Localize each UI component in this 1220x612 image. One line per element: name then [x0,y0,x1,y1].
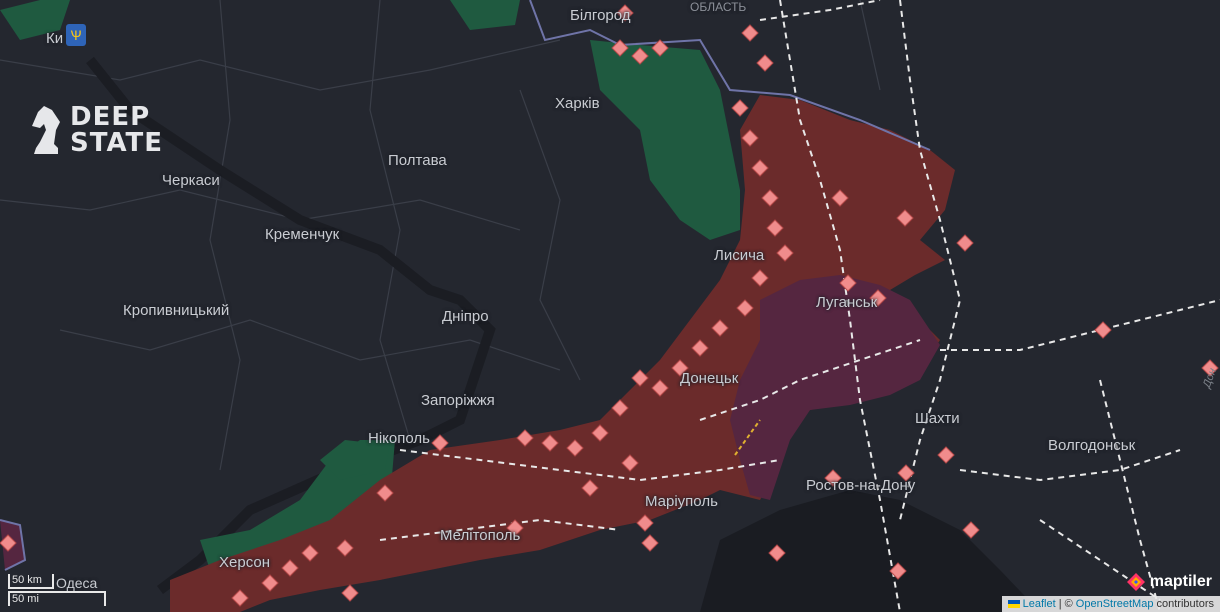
scale-km: 50 km [8,574,54,589]
city-label-odesa: Одеса [56,575,98,591]
city-label-kharkiv: Харків [555,95,600,112]
liberated-area-north [0,0,70,40]
railway-lines [379,0,1220,612]
logo-text-line1: DEEP [70,102,151,132]
trident-icon: Ѱ [66,24,86,46]
city-label-zaporizhzhia: Запоріжжя [421,392,495,409]
attribution-contrib: contributors [1156,598,1214,610]
city-label-shakhty: Шахти [915,410,960,427]
maptiler-logo-icon [1126,573,1145,591]
city-label-lysychansk: Лисича [714,247,765,264]
city-label-poltava: Полтава [388,152,447,169]
city-label-kherson: Херсон [219,554,270,571]
city-label-volgodonsk: Волгодонськ [1048,437,1136,454]
city-label-kyiv: Ки [46,30,64,47]
map-attribution: Leaflet | © OpenStreetMap contributors [1001,596,1220,612]
city-label-cherkasy: Черкаси [162,172,220,189]
occupied-since-2014 [730,275,940,500]
city-label-kropyvnytskyi: Кропивницький [123,302,230,319]
city-label-nikopol: Нікополь [368,430,430,447]
attribution-sep: | © [1058,598,1073,610]
leaflet-link[interactable]: Leaflet [1022,598,1056,610]
scale-mi: 50 mi [8,591,106,606]
city-label-bilgorod: Білгород [570,7,631,24]
city-label-luhansk: Луганськ [816,294,878,311]
maptiler-label: maptiler [1149,573,1212,590]
city-label-melitopol: Мелітополь [440,527,521,544]
liberated-area-kharkiv [590,40,740,240]
city-label-dnipro: Дніпро [442,308,489,325]
azov-sea [700,490,1040,612]
combat-markers[interactable] [0,4,1219,607]
maptiler-logo[interactable]: maptiler [1126,572,1212,592]
logo-text-line2: STATE [70,128,164,158]
city-label-mariupol: Маріуполь [645,493,718,510]
city-label-donetsk: Донецьк [680,370,739,387]
osm-link[interactable]: OpenStreetMap [1075,598,1154,610]
region-label-oblast: ОБЛАСТЬ [690,0,747,14]
deepstate-logo[interactable]: DEEP STATE [30,104,163,156]
knight-icon [32,106,60,154]
city-label-rostov: Ростов-на-Дону [806,477,916,494]
city-label-kremenchuk: Кременчук [265,226,340,243]
ukraine-flag-icon [1007,600,1020,609]
